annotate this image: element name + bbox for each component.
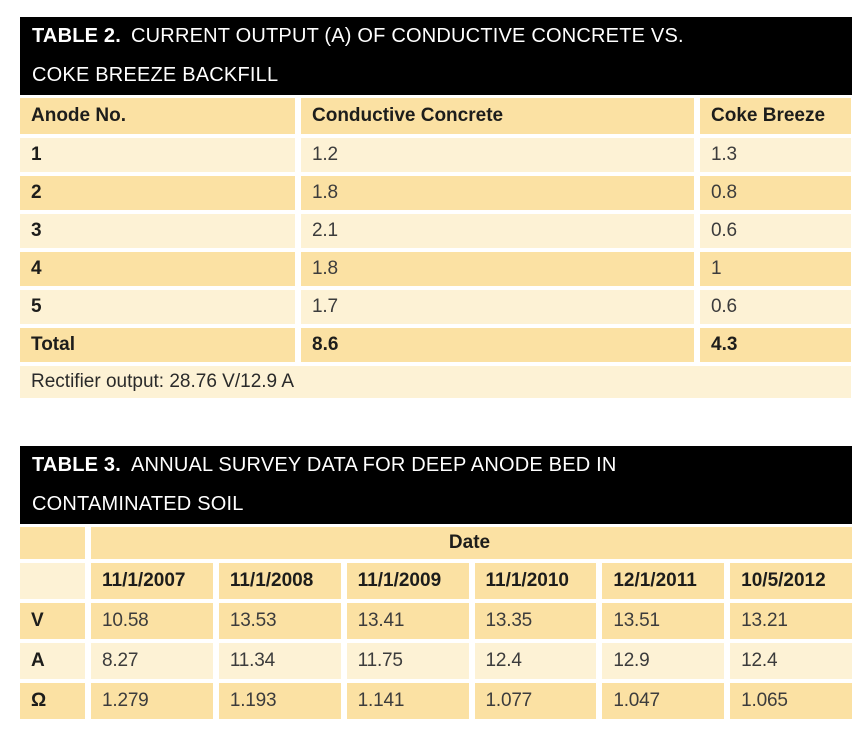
total-row-label: Total (20, 328, 295, 362)
table2: TABLE 2. CURRENT OUTPUT (A) OF CONDUCTIVE… (20, 17, 852, 398)
table2-title-bar: TABLE 2. CURRENT OUTPUT (A) OF CONDUCTIVE… (20, 17, 852, 95)
data-cell: 8.27 (91, 643, 213, 679)
data-cell: 0.6 (700, 290, 851, 324)
data-cell: 11.34 (218, 643, 341, 679)
data-cell: 2.1 (301, 214, 694, 248)
column-header-date: 10/5/2012 (730, 563, 852, 599)
data-cell: 13.35 (474, 603, 597, 639)
table2-title-label: TABLE 2. (32, 25, 122, 47)
data-cell: 1.077 (474, 683, 597, 719)
column-header-date: 12/1/2011 (602, 563, 725, 599)
table3-title-line1: TABLE 3. ANNUAL SURVEY DATA FOR DEEP ANOD… (32, 446, 840, 485)
data-cell: 13.41 (346, 603, 469, 639)
data-cell: 12.9 (602, 643, 725, 679)
data-cell: 13.21 (730, 603, 852, 639)
corner-cell (20, 527, 85, 559)
data-cell: 1.7 (301, 290, 694, 324)
row-label-amps: A (20, 643, 85, 679)
table2-title-line1: TABLE 2. CURRENT OUTPUT (A) OF CONDUCTIVE… (32, 17, 840, 56)
table3-grid: Date 11/1/2007 11/1/2008 11/1/2009 11/1/… (20, 527, 852, 719)
data-cell: 1.065 (730, 683, 852, 719)
table2-grid: Anode No. Conductive Concrete Coke Breez… (20, 98, 852, 398)
data-cell: 1.8 (301, 252, 694, 286)
data-cell: 1.279 (91, 683, 213, 719)
corner-cell (20, 563, 85, 599)
row-label-cell: 4 (20, 252, 295, 286)
table3-title-label: TABLE 3. (32, 454, 122, 476)
data-cell: 12.4 (730, 643, 852, 679)
table2-title-text: CURRENT OUTPUT (A) OF CONDUCTIVE CONCRET… (131, 25, 684, 47)
table3-title-text: ANNUAL SURVEY DATA FOR DEEP ANODE BED IN (131, 454, 617, 476)
data-cell: 13.51 (602, 603, 725, 639)
total-data-cell: 8.6 (301, 328, 694, 362)
row-label-cell: 5 (20, 290, 295, 324)
column-header-date: 11/1/2008 (218, 563, 341, 599)
column-header-coke-breeze: Coke Breeze (700, 98, 851, 134)
data-cell: 10.58 (91, 603, 213, 639)
footer-note: Rectifier output: 28.76 V/12.9 A (20, 366, 851, 398)
table3-title-line2: CONTAMINATED SOIL (32, 493, 244, 515)
column-header-date: 11/1/2010 (474, 563, 597, 599)
data-cell: 1.047 (602, 683, 725, 719)
total-data-cell: 4.3 (700, 328, 851, 362)
data-cell: 11.75 (346, 643, 469, 679)
row-label-cell: 1 (20, 138, 295, 172)
column-header-date: 11/1/2009 (346, 563, 469, 599)
page: TABLE 2. CURRENT OUTPUT (A) OF CONDUCTIVE… (0, 17, 868, 738)
data-cell: 12.4 (474, 643, 597, 679)
data-cell: 1.3 (700, 138, 851, 172)
data-cell: 1.2 (301, 138, 694, 172)
date-group-header: Date (91, 527, 852, 559)
row-label-cell: 2 (20, 176, 295, 210)
data-cell: 1.8 (301, 176, 694, 210)
column-header-date: 11/1/2007 (91, 563, 213, 599)
row-label-ohms: Ω (20, 683, 85, 719)
column-header-anode-no: Anode No. (20, 98, 295, 134)
data-cell: 1.141 (346, 683, 469, 719)
data-cell: 0.8 (700, 176, 851, 210)
data-cell: 0.6 (700, 214, 851, 248)
table2-title-line2: COKE BREEZE BACKFILL (32, 64, 279, 86)
column-header-conductive-concrete: Conductive Concrete (301, 98, 694, 134)
table3-title-bar: TABLE 3. ANNUAL SURVEY DATA FOR DEEP ANOD… (20, 446, 852, 524)
data-cell: 13.53 (218, 603, 341, 639)
data-cell: 1.193 (218, 683, 341, 719)
data-cell: 1 (700, 252, 851, 286)
row-label-volts: V (20, 603, 85, 639)
row-label-cell: 3 (20, 214, 295, 248)
table3: TABLE 3. ANNUAL SURVEY DATA FOR DEEP ANOD… (20, 446, 852, 719)
